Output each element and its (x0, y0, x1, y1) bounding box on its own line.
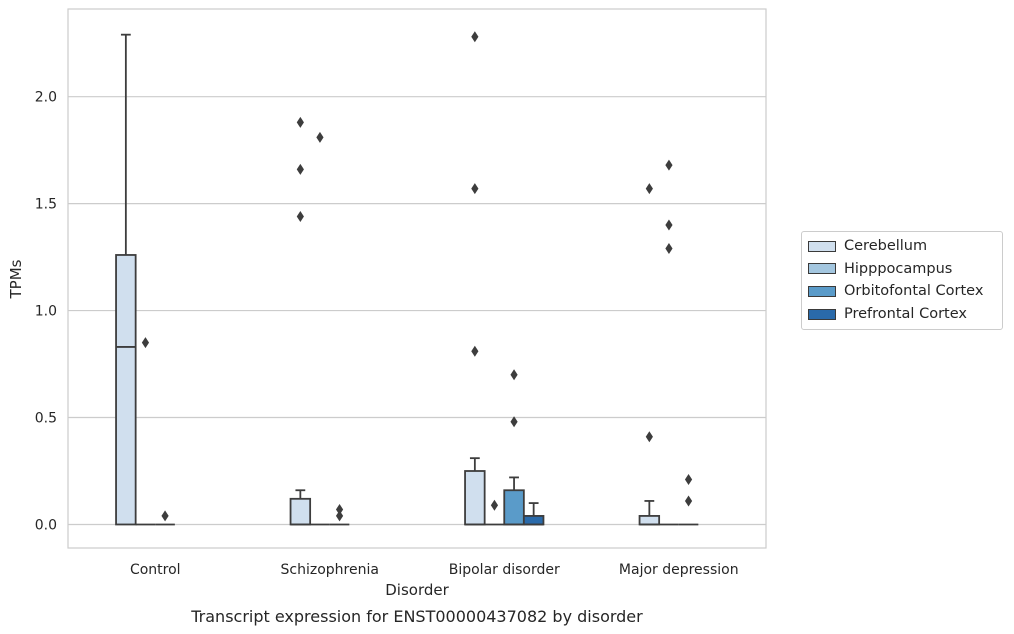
outlier-point (665, 219, 673, 231)
legend-swatch (808, 308, 836, 320)
box-orbitofontal-cortex (155, 510, 175, 526)
box-hipppocampus (310, 131, 330, 526)
box-cerebellum (464, 31, 486, 526)
legend-label: Cerebellum (844, 238, 928, 255)
outlier-point (510, 416, 518, 428)
outlier-point (665, 243, 673, 255)
box-body (503, 489, 525, 526)
y-tick-label: 1.0 (35, 304, 57, 320)
box-cerebellum (115, 33, 137, 526)
outlier-point (316, 131, 324, 143)
legend-label: Hipppocampus (844, 260, 953, 277)
grid-lines (68, 96, 766, 526)
y-tick-label: 1.5 (35, 197, 57, 213)
outlier-point (296, 210, 304, 222)
legend: Cerebellum Hipppocampus Orbitofontal Corte… (801, 231, 1003, 331)
legend-label: Prefrontal Cortex (844, 306, 967, 323)
outlier-point (665, 159, 673, 171)
y-tick-label: 0.0 (35, 517, 57, 533)
box-hipppocampus (484, 499, 505, 526)
outlier-point (296, 116, 304, 128)
box-body (115, 254, 137, 526)
legend-item: Prefrontal Cortex (802, 303, 1002, 326)
box-orbitofontal-cortex (678, 474, 699, 526)
outlier-point (335, 510, 344, 522)
outlier-point (471, 345, 479, 357)
legend-swatch (808, 285, 836, 297)
y-axis-title: TPMs (7, 259, 25, 299)
outlier-point (471, 183, 479, 195)
outlier-point (645, 183, 653, 195)
box-hipppocampus (659, 159, 679, 526)
box-plots (115, 31, 699, 526)
outlier-point (684, 474, 693, 486)
x-tick-label: Control (130, 562, 181, 578)
outlier-point (141, 337, 150, 349)
outlier-point (490, 499, 499, 511)
outlier-point (335, 504, 344, 515)
outlier-point (684, 495, 693, 507)
outlier-point (296, 163, 304, 175)
y-tick-label: 0.5 (35, 411, 57, 427)
outlier-point (510, 369, 518, 381)
x-tick-label: Bipolar disorder (449, 562, 560, 578)
box-body (464, 470, 486, 526)
legend-label: Orbitofontal Cortex (844, 283, 984, 300)
plot-frame (67, 8, 767, 549)
box-orbitofontal-cortex (329, 504, 350, 526)
outlier-point (161, 510, 169, 522)
legend-swatch (808, 263, 836, 275)
box-body (289, 497, 312, 526)
box-orbitofontal-cortex (503, 369, 525, 526)
x-tick-labels: Control Schizophrenia Bipolar disorder Majo… (130, 562, 739, 578)
legend-item: Orbitofontal Cortex (802, 280, 1002, 303)
legend-item: Hipppocampus (802, 258, 1002, 281)
x-tick-label: Schizophrenia (281, 562, 379, 578)
box-cerebellum (289, 116, 312, 526)
x-axis-title: Disorder (385, 581, 449, 599)
box-prefrontal-cortex (522, 502, 545, 526)
y-tick-label: 2.0 (35, 90, 57, 106)
legend-item: Cerebellum (802, 235, 1002, 258)
box-body (522, 515, 545, 526)
y-tick-labels: 0.0 0.5 1.0 1.5 2.0 (35, 90, 57, 534)
legend-swatch (808, 240, 836, 252)
chart-caption: Transcript expression for ENST0000043708… (190, 607, 643, 626)
box-hipppocampus (135, 337, 156, 526)
outlier-point (471, 31, 479, 43)
box-cerebellum (638, 183, 661, 526)
x-tick-label: Major depression (619, 562, 739, 578)
outlier-point (645, 431, 653, 443)
box-body (638, 515, 661, 526)
